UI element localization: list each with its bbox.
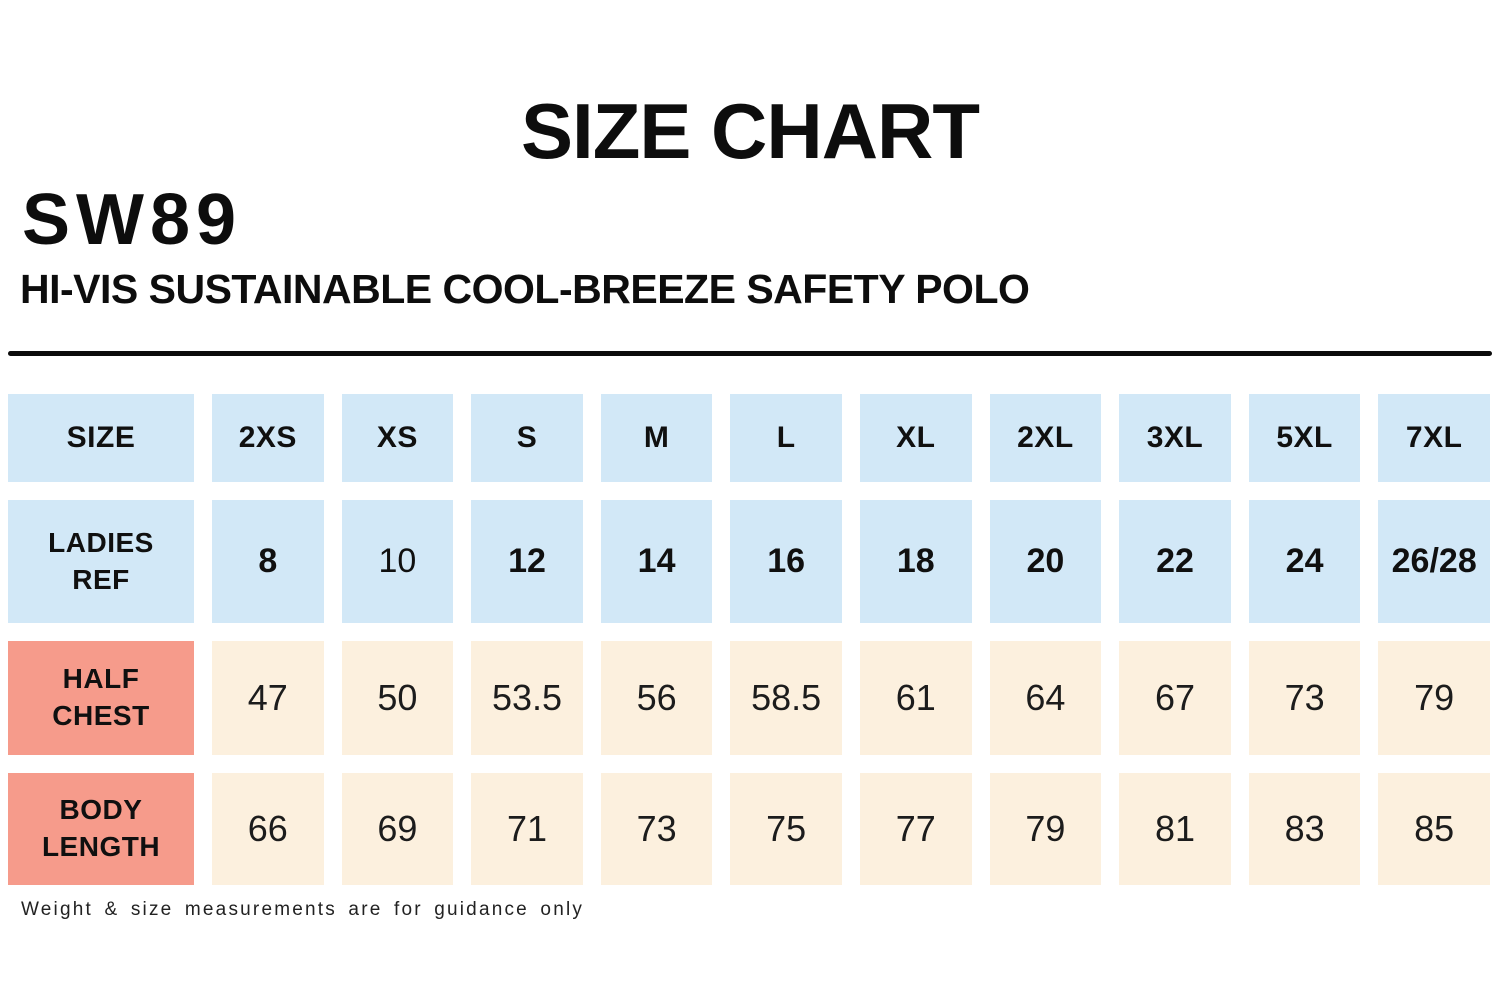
product-name: HI-VIS SUSTAINABLE COOL-BREEZE SAFETY PO… (20, 266, 1030, 312)
ladies-ref-value: 12 (471, 500, 583, 623)
size-header-cell: SIZE (8, 394, 194, 482)
size-col-2xs: 2XS (212, 394, 324, 482)
half-chest-value: 79 (1378, 641, 1490, 755)
ladies-ref-value: 20 (989, 500, 1102, 623)
half-chest-value: 47 (212, 641, 324, 755)
size-col-l: L (730, 394, 842, 482)
body-length-value: 75 (730, 773, 842, 885)
ladies-ref-value: 8 (212, 500, 324, 623)
half-chest-value: 50 (341, 641, 454, 755)
body-length-value: 85 (1378, 773, 1490, 885)
size-table: SIZE 2XS XS S M L XL 2XL 3XL 5XL 7XL LAD… (8, 394, 1490, 885)
ladies-ref-value: 10 (341, 500, 454, 623)
divider-line (8, 351, 1492, 356)
body-length-value: 83 (1248, 773, 1361, 885)
product-code: SW89 (22, 180, 243, 260)
body-length-value: 69 (341, 773, 454, 885)
guidance-footnote: Weight & size measurements are for guida… (21, 899, 585, 920)
body-length-value: 71 (471, 773, 583, 885)
body-length-value: 66 (212, 773, 324, 885)
half-chest-value: 58.5 (730, 641, 842, 755)
half-chest-value: 56 (600, 641, 713, 755)
ladies-ref-value: 18 (859, 500, 972, 623)
page-title: SIZE CHART (521, 87, 980, 175)
ladies-ref-value: 16 (730, 500, 842, 623)
half-chest-value: 67 (1119, 641, 1231, 755)
half-chest-value: 61 (859, 641, 972, 755)
ladies-ref-value: 26/28 (1378, 500, 1490, 623)
half-chest-label: HALF CHEST (8, 641, 194, 755)
half-chest-value: 53.5 (471, 641, 583, 755)
body-length-value: 79 (989, 773, 1102, 885)
body-length-value: 73 (600, 773, 713, 885)
body-length-label: BODY LENGTH (8, 773, 194, 885)
size-col-3xl: 3XL (1119, 394, 1231, 482)
size-col-5xl: 5XL (1248, 394, 1361, 482)
size-col-2xl: 2XL (989, 394, 1102, 482)
body-length-value: 81 (1119, 773, 1231, 885)
ladies-ref-value: 22 (1119, 500, 1231, 623)
ladies-ref-value: 14 (600, 500, 713, 623)
size-col-7xl: 7XL (1378, 394, 1490, 482)
size-col-s: S (471, 394, 583, 482)
body-length-value: 77 (859, 773, 972, 885)
ladies-ref-value: 24 (1248, 500, 1361, 623)
half-chest-value: 73 (1248, 641, 1361, 755)
half-chest-value: 64 (989, 641, 1102, 755)
ladies-ref-label: LADIES REF (8, 500, 194, 623)
size-col-xs: XS (341, 394, 454, 482)
size-col-xl: XL (859, 394, 972, 482)
size-col-m: M (600, 394, 713, 482)
